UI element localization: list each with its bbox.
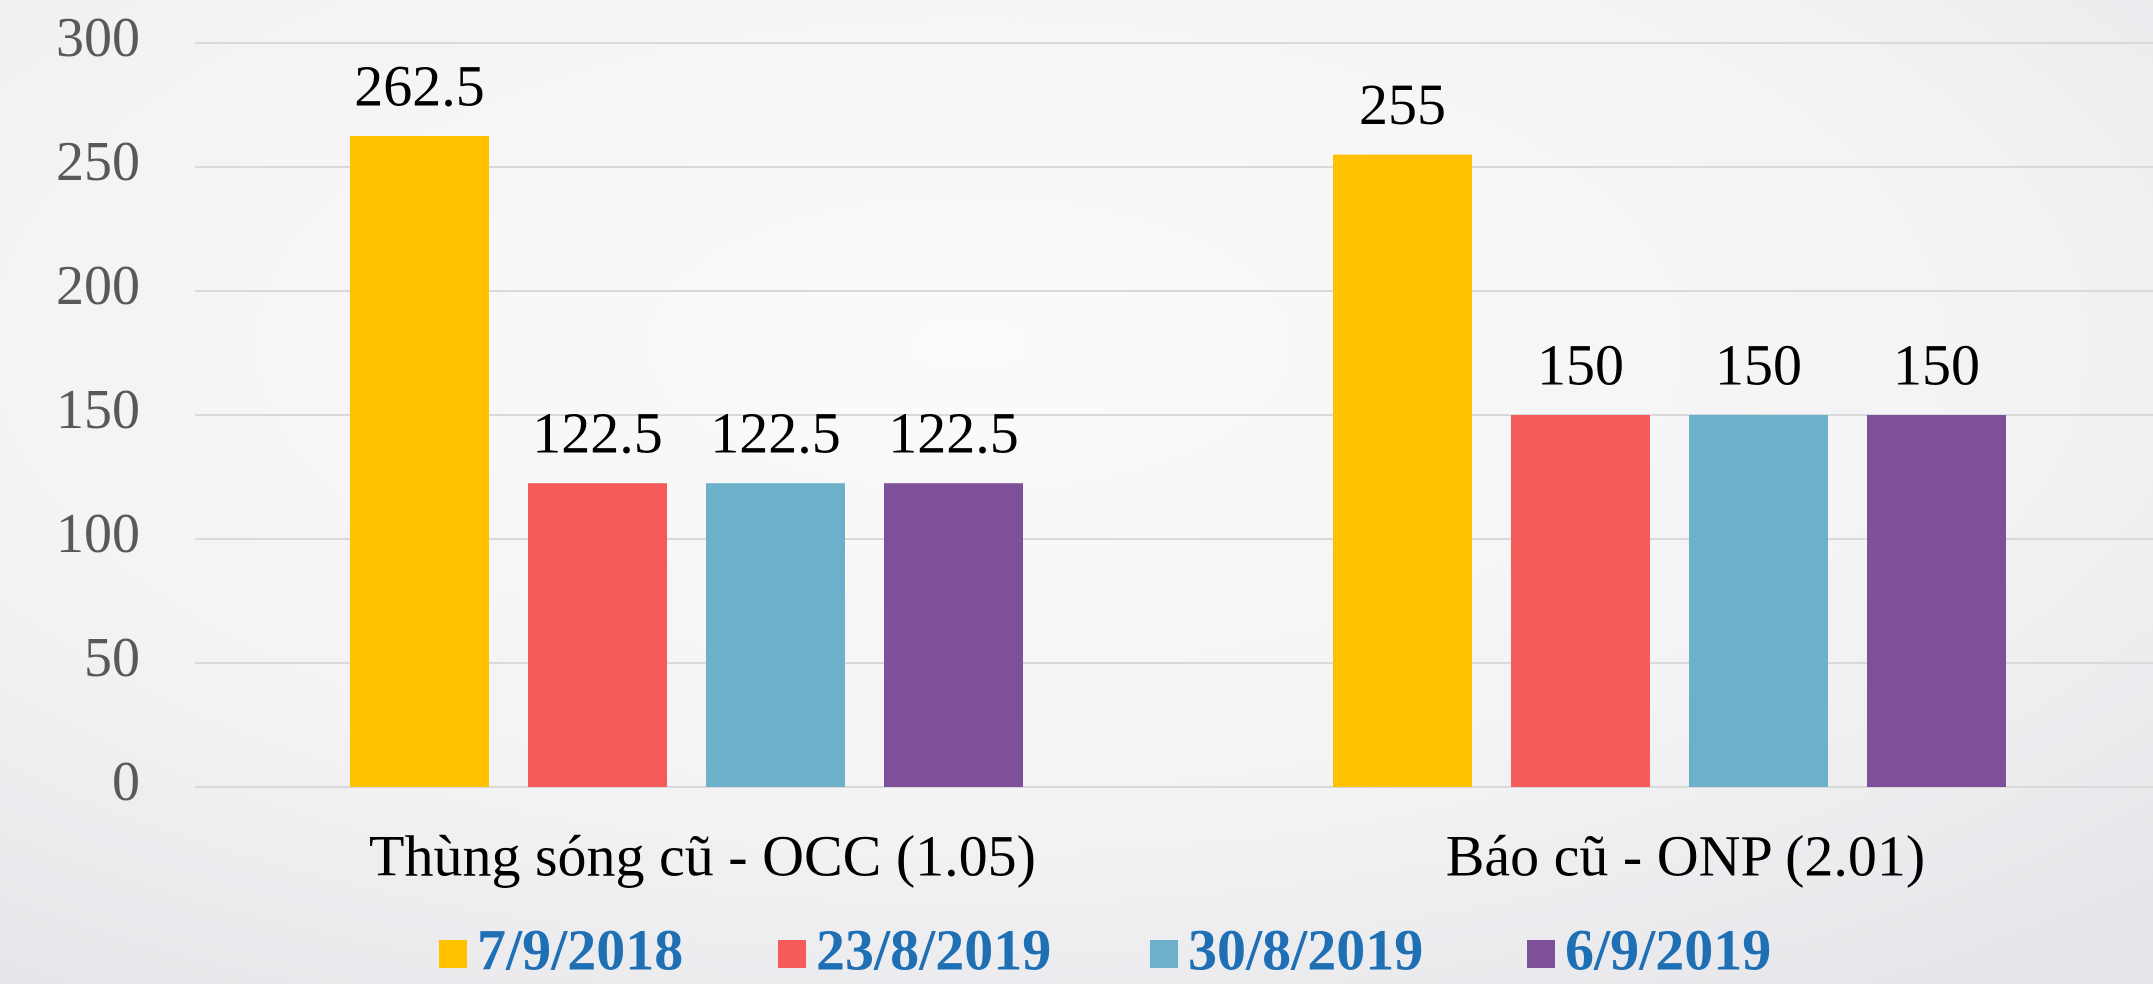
x-tick-label: Báo cũ - ONP (2.01): [1446, 823, 1926, 888]
y-tick-label: 100: [56, 503, 140, 565]
bar: [1333, 154, 1472, 788]
bar: [528, 483, 667, 787]
data-label: 122.5: [532, 401, 663, 466]
y-tick-label: 300: [56, 7, 140, 69]
bar: [1867, 415, 2006, 787]
bar: [706, 483, 845, 787]
bar: [1689, 415, 1828, 787]
y-tick-label: 150: [56, 379, 140, 441]
y-tick-label: 200: [56, 255, 140, 317]
bar: [350, 136, 489, 787]
bar: [884, 483, 1023, 787]
y-tick-label: 50: [84, 627, 140, 689]
legend-swatch: [1150, 940, 1178, 968]
y-tick-label: 250: [56, 131, 140, 193]
legend-swatch: [439, 940, 467, 968]
legend-label: 6/9/2019: [1565, 917, 1771, 982]
data-label: 150: [1893, 332, 1980, 397]
data-label: 255: [1359, 72, 1446, 137]
data-label: 262.5: [354, 53, 485, 118]
data-label: 122.5: [888, 401, 1019, 466]
data-label: 150: [1537, 332, 1624, 397]
legend-label: 7/9/2018: [477, 917, 683, 982]
legend-label: 30/8/2019: [1188, 917, 1423, 982]
bar: [1511, 415, 1650, 787]
data-label: 150: [1715, 332, 1802, 397]
legend-swatch: [1527, 940, 1555, 968]
legend-swatch: [778, 940, 806, 968]
x-tick-label: Thùng sóng cũ - OCC (1.05): [369, 823, 1036, 888]
legend-label: 23/8/2019: [816, 917, 1051, 982]
data-label: 122.5: [710, 401, 841, 466]
y-tick-label: 0: [112, 751, 140, 813]
